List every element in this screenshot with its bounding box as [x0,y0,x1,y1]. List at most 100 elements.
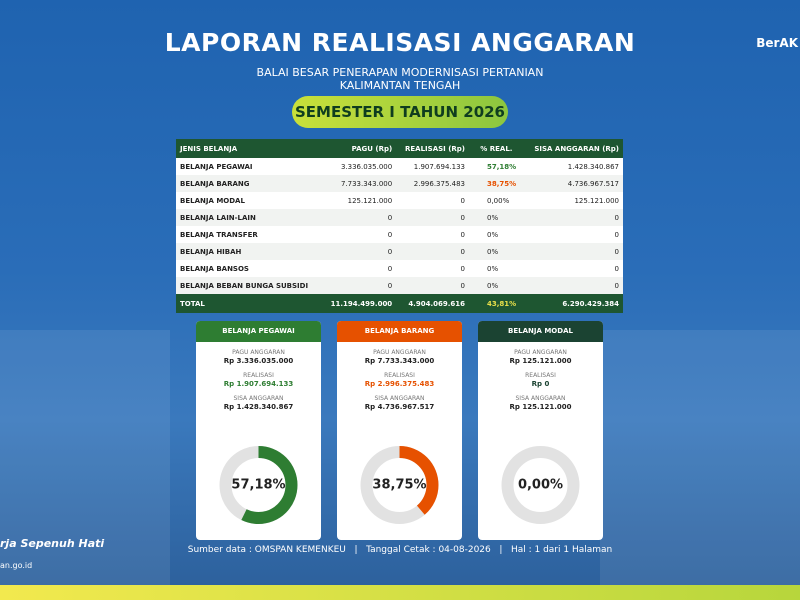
field-label: PAGU ANGGARAN [373,349,426,356]
table-cell: BELANJA HIBAH [176,243,322,260]
card-title: BELANJA MODAL [478,321,603,342]
field-label: PAGU ANGGARAN [232,349,285,356]
field-value: Rp 3.336.035.000 [223,357,294,365]
donut-arc [219,446,298,524]
table-cell: 7.733.343.000 [321,175,397,192]
column-header: PAGU (Rp) [321,139,397,158]
field-value: Rp 1.907.694.133 [223,380,294,388]
period-badge: SEMESTER I TAHUN 2026 [292,96,508,128]
table-cell: 57,18% [469,158,524,175]
column-header: REALISASI (Rp) [396,139,469,158]
background-building [0,330,170,585]
website: an.go.id [0,561,33,570]
field-value: Rp 2.996.375.483 [364,380,435,388]
donut-track [501,446,580,524]
field-value: Rp 125.121.000 [509,403,572,411]
donut-chart: 0,00% [501,446,580,524]
table-cell: 0 [523,277,623,294]
table-total: TOTAL 11.194.499.000 4.904.069.616 43,81% 6.… [176,294,623,313]
card-title: BELANJA BARANG [337,321,462,342]
field-value: Rp 7.733.343.000 [364,357,435,365]
table-cell: 0 [396,192,469,209]
table-cell: 0 [523,209,623,226]
table-cell: BELANJA BEBAN BUNGA SUBSIDI [176,277,322,294]
table-cell: 0 [321,277,397,294]
donut-chart: 57,18% [219,446,298,524]
total-cell: 4.904.069.616 [396,294,469,313]
bottom-strip [0,585,800,600]
table-cell: 38,75% [469,175,524,192]
field-value: Rp 4.736.967.517 [364,403,435,411]
table-cell: 4.736.967.517 [523,175,623,192]
table-row: BELANJA HIBAH 0 0 0% 0 [176,243,623,260]
table-row: BELANJA BANSOS 0 0 0% 0 [176,260,623,277]
table-cell: 0 [396,209,469,226]
total-cell: 6.290.429.384 [523,294,623,313]
table-cell: 125.121.000 [321,192,397,209]
field-label: SISA ANGGARAN [233,395,284,402]
table-cell: 0% [469,226,524,243]
total-cell: 11.194.499.000 [321,294,397,313]
table-header: JENIS BELANJA PAGU (Rp) REALISASI (Rp)% RE… [176,139,623,158]
table-cell: 0 [396,277,469,294]
table-cell: 1.907.694.133 [396,158,469,175]
table-row: BELANJA BEBAN BUNGA SUBSIDI 0 0 0% 0 [176,277,623,294]
total-cell: TOTAL [176,294,322,313]
table-cell: 125.121.000 [523,192,623,209]
table-cell: 0 [321,226,397,243]
summary-card: BELANJA PEGAWAI PAGU ANGGARAN Rp 3.336.035… [196,321,321,540]
table-cell: 0 [523,243,623,260]
table-cell: 0 [321,243,397,260]
table-cell: 0% [469,277,524,294]
logo-text: BerAK [756,36,798,50]
donut-label: 0,00% [518,478,563,493]
table-cell: 0 [321,209,397,226]
table-row: BELANJA MODAL 125.121.000 0 0,00% 125.121.00… [176,192,623,209]
table-cell: 0% [469,243,524,260]
table-cell: 0 [396,260,469,277]
table-cell: 1.428.340.867 [523,158,623,175]
column-header: % REAL. [469,139,524,158]
donut-label: 57,18% [231,478,285,493]
field-label: SISA ANGGARAN [515,395,566,402]
donut-chart: 38,75% [360,446,439,524]
donut-arc [360,446,439,524]
table-cell: BELANJA BANSOS [176,260,322,277]
subtitle: KALIMANTAN TENGAH [339,79,461,92]
field-label: REALISASI [243,372,274,379]
field-label: REALISASI [525,372,556,379]
subtitle: BALAI BESAR PENERAPAN MODERNISASI PERTAN… [256,66,544,79]
table-cell: 0% [469,209,524,226]
table-row: BELANJA LAIN-LAIN 0 0 0% 0 [176,209,623,226]
tagline: rja Sepenuh Hati [0,537,105,550]
table-cell: BELANJA PEGAWAI [176,158,322,175]
table-cell: 0 [396,226,469,243]
summary-card: BELANJA BARANG PAGU ANGGARAN Rp 7.733.343.… [337,321,462,540]
table-cell: BELANJA BARANG [176,175,322,192]
field-label: REALISASI [384,372,415,379]
budget-table: JENIS BELANJA PAGU (Rp) REALISASI (Rp)% RE… [176,139,623,313]
table-cell: BELANJA TRANSFER [176,226,322,243]
donut-label: 38,75% [372,478,426,493]
footer: Sumber data : OMSPAN KEMENKEU | Tanggal … [187,545,613,555]
table-cell: BELANJA MODAL [176,192,322,209]
table-cell: 0 [396,243,469,260]
table-cell: 0,00% [469,192,524,209]
table-row: BELANJA PEGAWAI 3.336.035.000 1.907.694.13… [176,158,623,175]
title: LAPORAN REALISASI ANGGARAN [164,28,636,57]
table-row: BELANJA TRANSFER 0 0 0% 0 [176,226,623,243]
card-title: BELANJA PEGAWAI [196,321,321,342]
table-cell: 0 [523,260,623,277]
field-value: Rp 125.121.000 [509,357,572,365]
field-label: PAGU ANGGARAN [514,349,567,356]
table-cell: 0 [523,226,623,243]
table-cell: 3.336.035.000 [321,158,397,175]
table-cell: 2.996.375.483 [396,175,469,192]
total-cell: 43,81% [469,294,524,313]
column-header: SISA ANGGARAN (Rp) [523,139,623,158]
background-building [600,330,800,585]
table-cell: 0 [321,260,397,277]
table-cell: 0% [469,260,524,277]
column-header: JENIS BELANJA [176,139,322,158]
